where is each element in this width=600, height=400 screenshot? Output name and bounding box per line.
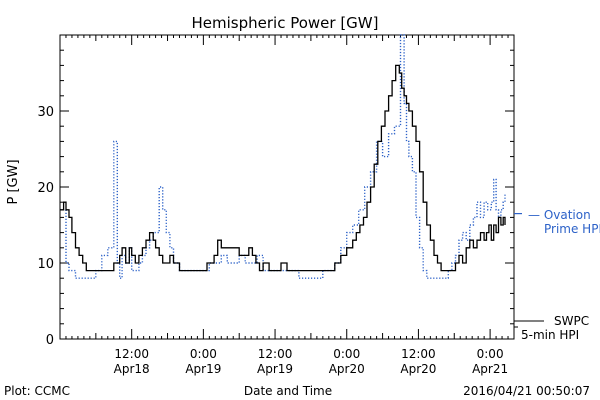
legend-ovation-label: — Ovation [528, 208, 591, 222]
footer-timestamp: 2016/04/21 00:50:07 [463, 384, 590, 398]
series-layer [60, 34, 506, 279]
legend-swpc-label: SWPC [554, 314, 589, 328]
x-tick-date-label: Apr18 [114, 362, 150, 376]
x-tick-time-label: 12:00 [114, 347, 149, 361]
footer-plot-credit: Plot: CCMC [4, 384, 70, 398]
series-ovation-prime-line [60, 34, 506, 279]
x-tick-time-label: 0:00 [190, 347, 217, 361]
y-axis-label: P [GW] [6, 159, 21, 204]
x-tick-date-label: Apr19 [257, 362, 293, 376]
legend-ovation-label-line2: Prime HPI [544, 222, 600, 236]
chart-title: Hemispheric Power [GW] [192, 14, 379, 32]
y-tick-label: 20 [37, 181, 54, 196]
x-tick-date-label: Apr20 [329, 362, 365, 376]
x-tick-date-label: Apr19 [185, 362, 221, 376]
x-axis: 12:00Apr180:00Apr1912:00Apr190:00Apr2012… [65, 35, 509, 376]
x-tick-time-label: 0:00 [333, 347, 360, 361]
x-axis-label: Date and Time [244, 384, 332, 398]
y-tick-label: 30 [37, 105, 54, 120]
y-axis: 0 10 20 30 [37, 34, 514, 348]
y-tick-label: 10 [37, 257, 54, 272]
plot-frame [59, 34, 515, 340]
y-tick-label: 0 [46, 333, 54, 348]
legend-swpc-label-line2: 5-min HPI [521, 328, 579, 342]
series-swpc-line [60, 64, 506, 272]
x-tick-time-label: 12:00 [401, 347, 436, 361]
x-tick-time-label: 0:00 [477, 347, 504, 361]
x-tick-date-label: Apr21 [472, 362, 508, 376]
x-tick-date-label: Apr20 [400, 362, 436, 376]
x-tick-time-label: 12:00 [258, 347, 293, 361]
